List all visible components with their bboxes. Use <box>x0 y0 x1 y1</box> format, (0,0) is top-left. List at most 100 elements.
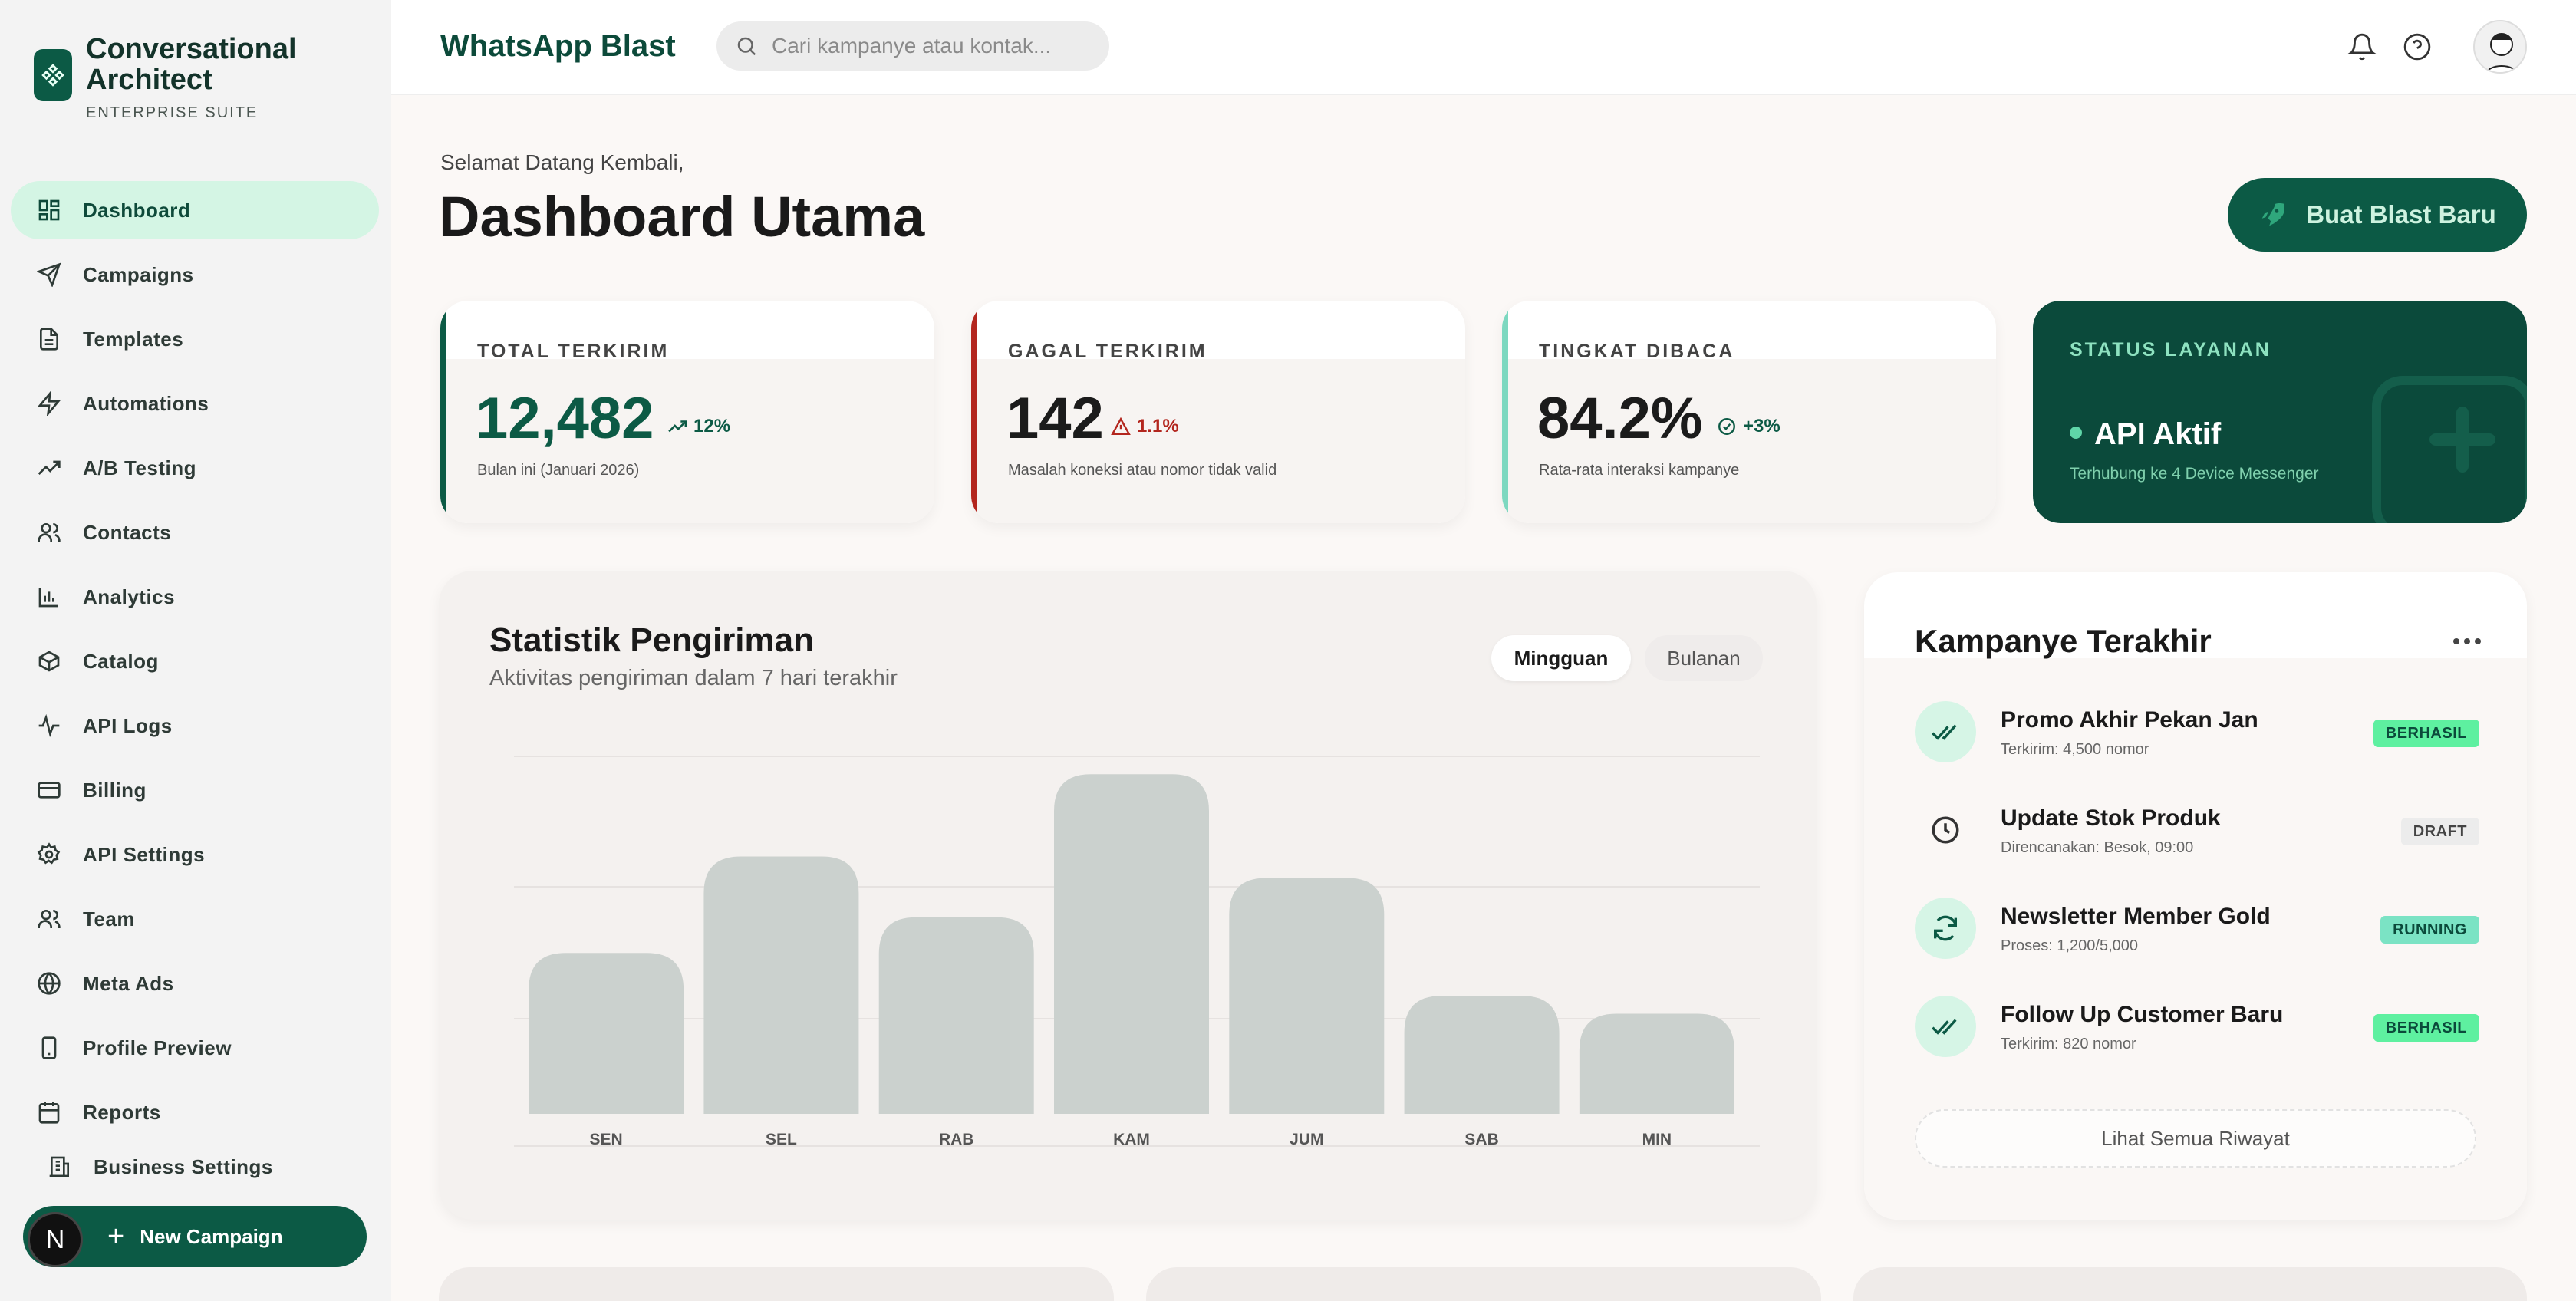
sidebar-item-reports[interactable]: Reports <box>11 1083 379 1141</box>
delivery-bar-chart: SEN SEL RAB KAM JUM SAB MIN <box>514 756 1760 1148</box>
status-badge: DRAFT <box>2400 818 2479 845</box>
chart-bar-min[interactable] <box>1579 1013 1734 1114</box>
chart-subtitle: Aktivitas pengiriman dalam 7 hari terakh… <box>489 666 898 690</box>
profile-avatar[interactable] <box>2473 20 2527 74</box>
campaign-name: Promo Akhir Pekan Jan <box>2001 707 2258 733</box>
chart-bar-kam[interactable] <box>1054 774 1209 1114</box>
sidebar-item-label: Templates <box>83 327 184 351</box>
refresh-icon <box>1915 898 1976 959</box>
campaign-meta: Terkirim: 4,500 nomor <box>2001 741 2149 758</box>
delivery-stats-panel: Statistik Pengiriman Aktivitas pengirima… <box>439 571 1817 1220</box>
bell-icon[interactable] <box>2347 32 2378 63</box>
brand-subtitle: ENTERPRISE SUITE <box>86 104 259 121</box>
campaign-meta: Direncanakan: Besok, 09:00 <box>2001 839 2194 856</box>
help-icon[interactable] <box>2403 32 2433 63</box>
phone-icon <box>35 1034 63 1062</box>
more-icon[interactable] <box>2452 635 2482 647</box>
sidebar-item-dashboard[interactable]: Dashboard <box>11 181 379 239</box>
sidebar-item-catalog[interactable]: Catalog <box>11 632 379 690</box>
send-icon <box>35 261 63 288</box>
box-icon <box>35 647 63 675</box>
stat-label: TINGKAT DIBACA <box>1539 341 1735 362</box>
sidebar-item-label: Dashboard <box>83 198 191 222</box>
sidebar-item-contacts[interactable]: Contacts <box>11 503 379 562</box>
chart-bar-sel[interactable] <box>703 856 859 1114</box>
user-avatar-small[interactable]: N <box>28 1212 83 1267</box>
chart-tick-label: MIN <box>1642 1131 1672 1148</box>
sidebar-item-label: Profile Preview <box>83 1036 232 1059</box>
sidebar-item-billing[interactable]: Billing <box>11 761 379 819</box>
sidebar-item-label: Reports <box>83 1100 161 1124</box>
clock-icon <box>1915 799 1976 861</box>
check-circle-icon <box>1717 417 1743 436</box>
sidebar-item-team[interactable]: Team <box>11 890 379 948</box>
card-icon <box>35 776 63 804</box>
bottom-card-peek <box>1146 1267 1821 1301</box>
chart-bar-rab[interactable] <box>878 917 1034 1114</box>
stat-value: 12,482 <box>476 386 654 451</box>
double-check-icon <box>1915 996 1976 1057</box>
calendar-icon <box>35 1098 63 1126</box>
sidebar-item-label: API Settings <box>83 842 206 866</box>
chart-tick-label: SEL <box>766 1131 797 1148</box>
sidebar-item-analytics[interactable]: Analytics <box>11 568 379 626</box>
bar-chart-icon <box>35 583 63 611</box>
toggle-weekly[interactable]: Mingguan <box>1491 635 1631 681</box>
globe-icon <box>35 970 63 997</box>
stat-label: GAGAL TERKIRIM <box>1008 341 1207 362</box>
gear-icon <box>35 841 63 868</box>
view-history-button[interactable]: Lihat Semua Riwayat <box>1915 1109 2476 1168</box>
stat-delta: 12% <box>667 416 730 437</box>
stat-value: 84.2% <box>1537 386 1703 451</box>
chart-tick-label: KAM <box>1113 1131 1150 1148</box>
add-device-watermark-icon <box>2372 376 2527 523</box>
sidebar-item-templates[interactable]: Templates <box>11 310 379 368</box>
sidebar-item-profile-preview[interactable]: Profile Preview <box>11 1019 379 1077</box>
campaign-meta: Proses: 1,200/5,000 <box>2001 937 2139 954</box>
bottom-card-peek <box>439 1267 1114 1301</box>
service-status-card: STATUS LAYANAN API Aktif Terhubung ke 4 … <box>2033 301 2527 523</box>
chart-bar-sen[interactable] <box>529 953 684 1114</box>
sidebar-nav: Dashboard Campaigns Templates Automation… <box>11 181 379 1197</box>
sidebar-item-business-settings[interactable]: Business Settings <box>11 1143 379 1191</box>
chart-bar-jum[interactable] <box>1229 878 1385 1114</box>
sidebar: Conversational Architect ENTERPRISE SUIT… <box>0 0 391 1301</box>
sidebar-item-label: Billing <box>83 778 147 802</box>
recent-campaigns-panel: Kampanye Terakhir Promo Akhir Pekan Jan … <box>1864 572 2527 1220</box>
sidebar-item-ab-testing[interactable]: A/B Testing <box>11 439 379 497</box>
sidebar-item-meta-ads[interactable]: Meta Ads <box>11 954 379 1013</box>
sidebar-item-api-settings[interactable]: API Settings <box>11 825 379 884</box>
page-title: Dashboard Utama <box>439 185 925 249</box>
stat-note: Bulan ini (Januari 2026) <box>477 462 640 479</box>
stat-note: Masalah koneksi atau nomor tidak valid <box>1008 462 1277 479</box>
bolt-icon <box>35 390 63 417</box>
campaign-row[interactable]: Promo Akhir Pekan Jan Terkirim: 4,500 no… <box>1915 701 2479 764</box>
campaign-row[interactable]: Newsletter Member Gold Proses: 1,200/5,0… <box>1915 898 2479 960</box>
search-icon <box>735 35 758 58</box>
sidebar-item-campaigns[interactable]: Campaigns <box>11 245 379 304</box>
search-bar[interactable] <box>716 21 1109 71</box>
sidebar-item-api-logs[interactable]: API Logs <box>11 697 379 755</box>
toggle-monthly[interactable]: Bulanan <box>1645 635 1763 681</box>
stat-card-failed: GAGAL TERKIRIM 142 1.1% Masalah koneksi … <box>971 301 1465 523</box>
trend-up-icon <box>667 417 693 436</box>
campaign-row[interactable]: Update Stok Produk Direncanakan: Besok, … <box>1915 799 2479 862</box>
sidebar-item-label: Meta Ads <box>83 971 174 995</box>
sidebar-item-label: Catalog <box>83 649 159 673</box>
stat-card-total-sent: TOTAL TERKIRIM 12,482 12% Bulan ini (Jan… <box>440 301 934 523</box>
plus-icon: + <box>107 1220 125 1253</box>
campaign-name: Newsletter Member Gold <box>2001 904 2271 929</box>
stat-label: TOTAL TERKIRIM <box>477 341 670 362</box>
campaign-meta: Terkirim: 820 nomor <box>2001 1036 2136 1052</box>
sidebar-item-label: Automations <box>83 391 209 415</box>
search-input[interactable] <box>772 34 1079 58</box>
chart-tick-label: RAB <box>939 1131 974 1148</box>
brand[interactable]: Conversational Architect ENTERPRISE SUIT… <box>34 34 297 122</box>
brand-name-line1: Conversational <box>86 33 297 65</box>
grid-icon <box>35 196 63 224</box>
sidebar-item-label: Team <box>83 907 135 930</box>
sidebar-item-automations[interactable]: Automations <box>11 374 379 433</box>
campaign-row[interactable]: Follow Up Customer Baru Terkirim: 820 no… <box>1915 996 2479 1059</box>
chart-bar-sab[interactable] <box>1404 996 1560 1114</box>
create-blast-button[interactable]: Buat Blast Baru <box>2228 178 2527 252</box>
